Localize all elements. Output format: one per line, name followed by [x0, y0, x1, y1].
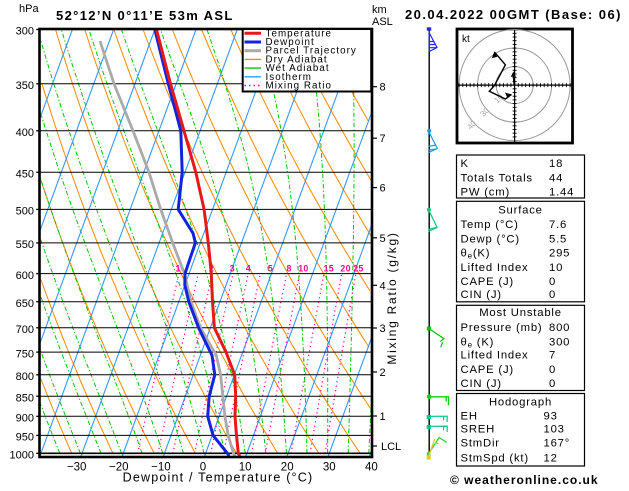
svg-text:CAPE (J): CAPE (J): [461, 276, 514, 288]
svg-text:400: 400: [16, 127, 34, 139]
svg-text:Surface: Surface: [498, 205, 543, 217]
svg-text:1: 1: [175, 264, 180, 274]
svg-text:0: 0: [549, 289, 556, 301]
svg-text:ASL: ASL: [372, 16, 393, 28]
svg-text:30: 30: [323, 462, 336, 474]
svg-text:93: 93: [544, 411, 558, 423]
svg-text:Dewpoint / Temperature (°C): Dewpoint / Temperature (°C): [123, 471, 314, 485]
svg-text:295: 295: [549, 248, 570, 260]
svg-text:K: K: [461, 158, 469, 170]
svg-text:600: 600: [16, 270, 34, 282]
svg-text:2: 2: [380, 367, 386, 379]
svg-text:550: 550: [16, 239, 34, 251]
svg-text:10: 10: [549, 262, 563, 274]
svg-text:3: 3: [380, 323, 386, 335]
svg-text:6: 6: [380, 183, 386, 195]
svg-text:800: 800: [549, 322, 570, 334]
svg-text:hPa: hPa: [19, 3, 39, 15]
svg-text:Hodograph: Hodograph: [489, 396, 552, 408]
svg-text:−20: −20: [109, 462, 129, 474]
svg-text:Lifted Index: Lifted Index: [461, 350, 529, 362]
svg-text:0: 0: [549, 276, 556, 288]
svg-text:Dry Adiabat: Dry Adiabat: [266, 54, 328, 65]
svg-text:4: 4: [380, 280, 386, 292]
svg-text:Most Unstable: Most Unstable: [479, 307, 562, 319]
svg-text:4: 4: [246, 264, 251, 274]
svg-text:θe(K): θe(K): [461, 248, 491, 261]
svg-text:8: 8: [286, 264, 291, 274]
svg-text:θe (K): θe (K): [461, 336, 495, 349]
svg-text:103: 103: [544, 423, 565, 435]
svg-text:PW (cm): PW (cm): [461, 187, 511, 199]
svg-text:StmSpd (kt): StmSpd (kt): [461, 452, 529, 464]
svg-text:20.04.2022 00GMT (Base: 06): 20.04.2022 00GMT (Base: 06): [405, 7, 622, 22]
svg-text:450: 450: [16, 169, 34, 181]
svg-text:7.6: 7.6: [549, 219, 567, 231]
svg-text:Dewpoint: Dewpoint: [266, 37, 315, 48]
svg-text:15: 15: [324, 264, 334, 274]
svg-text:25: 25: [353, 264, 363, 274]
svg-text:CIN (J): CIN (J): [461, 289, 502, 301]
svg-text:12: 12: [544, 452, 558, 464]
svg-text:300: 300: [16, 26, 34, 38]
svg-text:Temperature: Temperature: [266, 28, 333, 39]
svg-text:52°12’N 0°11’E 53m ASL: 52°12’N 0°11’E 53m ASL: [56, 8, 234, 23]
svg-text:7: 7: [549, 350, 556, 362]
svg-text:1.44: 1.44: [549, 187, 574, 199]
svg-text:CAPE (J): CAPE (J): [461, 364, 514, 376]
svg-text:© weatheronline.co.uk: © weatheronline.co.uk: [450, 473, 599, 486]
svg-text:Wet Adiabat: Wet Adiabat: [266, 63, 330, 74]
svg-text:5: 5: [268, 264, 273, 274]
svg-text:1: 1: [380, 411, 386, 423]
svg-text:10: 10: [298, 264, 308, 274]
svg-text:5: 5: [380, 233, 386, 245]
svg-text:7: 7: [380, 133, 386, 145]
svg-text:900: 900: [16, 413, 34, 425]
svg-text:EH: EH: [461, 411, 478, 423]
svg-text:Mixing Ratio (g/kg): Mixing Ratio (g/kg): [385, 231, 399, 364]
svg-text:StmDir: StmDir: [461, 438, 500, 450]
svg-text:3: 3: [230, 264, 235, 274]
svg-text:Temp (°C): Temp (°C): [461, 219, 519, 231]
svg-text:350: 350: [16, 80, 34, 92]
svg-text:Mixing Ratio: Mixing Ratio: [266, 81, 333, 92]
svg-text:800: 800: [16, 371, 34, 383]
svg-text:44: 44: [549, 172, 563, 184]
svg-text:0: 0: [549, 364, 556, 376]
svg-text:18: 18: [549, 158, 563, 170]
svg-text:950: 950: [16, 432, 34, 444]
svg-text:Parcel Trajectory: Parcel Trajectory: [266, 46, 357, 57]
svg-text:1000: 1000: [10, 450, 34, 462]
svg-text:20: 20: [340, 264, 350, 274]
svg-text:km: km: [372, 4, 387, 16]
svg-text:SREH: SREH: [461, 423, 496, 435]
svg-text:Totals Totals: Totals Totals: [461, 172, 533, 184]
svg-text:−30: −30: [67, 462, 87, 474]
svg-text:650: 650: [16, 298, 34, 310]
svg-text:0: 0: [549, 378, 556, 390]
svg-text:8: 8: [380, 82, 386, 94]
svg-text:kt: kt: [462, 34, 470, 45]
svg-text:500: 500: [16, 206, 34, 218]
svg-text:5.5: 5.5: [549, 233, 567, 245]
svg-text:Lifted Index: Lifted Index: [461, 262, 529, 274]
svg-text:167°: 167°: [544, 438, 571, 450]
svg-text:LCL: LCL: [381, 441, 401, 453]
svg-text:0: 0: [200, 462, 206, 474]
svg-text:10: 10: [239, 462, 252, 474]
svg-text:−10: −10: [151, 462, 171, 474]
svg-text:750: 750: [16, 348, 34, 360]
svg-text:Isotherm: Isotherm: [266, 72, 313, 83]
svg-text:Pressure (mb): Pressure (mb): [461, 322, 543, 334]
svg-text:Dewp (°C): Dewp (°C): [461, 233, 520, 245]
svg-text:20: 20: [281, 462, 294, 474]
svg-text:850: 850: [16, 392, 34, 404]
svg-text:40: 40: [365, 462, 378, 474]
svg-text:300: 300: [549, 336, 570, 348]
svg-text:CIN (J): CIN (J): [461, 378, 502, 390]
svg-text:700: 700: [16, 324, 34, 336]
